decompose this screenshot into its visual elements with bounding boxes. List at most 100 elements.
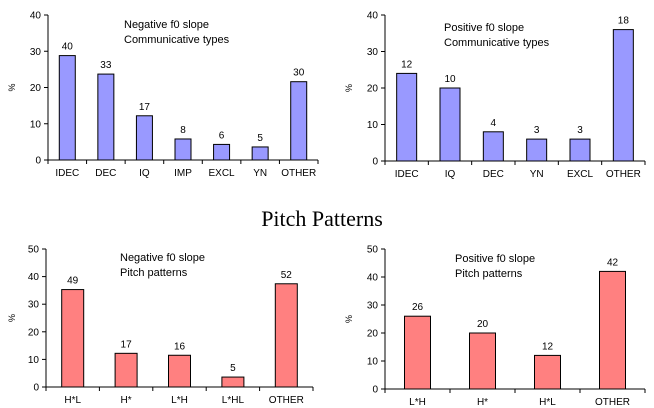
bar (114, 352, 138, 388)
data-label: 12 (542, 341, 554, 352)
category-label: YN (253, 168, 267, 179)
category-label: IMP (174, 168, 192, 179)
bar (97, 73, 115, 161)
y-tick-label: 50 (367, 245, 379, 256)
category-label: DEC (483, 169, 504, 180)
chart-annotation: Communicative types (124, 34, 230, 46)
y-axis-label: % (344, 315, 354, 323)
bar (168, 354, 191, 388)
y-tick-label: 40 (367, 273, 379, 284)
y-tick-label: 10 (28, 355, 40, 366)
chart-annotation: Pitch patterns (120, 267, 188, 279)
y-axis-label: % (7, 314, 17, 322)
data-label: 40 (62, 42, 74, 53)
y-tick-label: 30 (28, 300, 40, 311)
bar (213, 143, 231, 161)
data-label: 42 (607, 257, 619, 268)
data-label: 5 (230, 363, 236, 374)
category-label: IQ (139, 168, 150, 179)
y-tick-label: 30 (30, 47, 42, 58)
y-tick-label: 40 (28, 272, 40, 283)
y-tick-label: 20 (367, 329, 379, 340)
bar (221, 376, 245, 388)
category-label: H* (121, 395, 132, 406)
data-label: 4 (491, 118, 497, 129)
section-title: Pitch Patterns (261, 206, 383, 231)
y-tick-label: 30 (367, 47, 379, 58)
data-label: 10 (444, 74, 456, 85)
data-label: 8 (180, 125, 186, 136)
data-label: 52 (281, 270, 293, 281)
data-label: 5 (257, 133, 263, 144)
data-label: 12 (401, 59, 413, 70)
category-label: H*L (64, 395, 81, 406)
data-label: 33 (100, 60, 112, 71)
category-label: IDEC (55, 168, 79, 179)
y-tick-label: 0 (35, 156, 41, 167)
bar (534, 354, 561, 390)
category-label: H* (477, 397, 488, 408)
bar (174, 138, 192, 161)
y-tick-label: 20 (367, 84, 379, 95)
y-tick-label: 0 (372, 157, 378, 168)
bar (58, 55, 76, 161)
bar (251, 146, 269, 161)
y-tick-label: 10 (367, 357, 379, 368)
bar (274, 283, 298, 388)
data-label: 3 (534, 125, 540, 136)
category-label: OTHER (606, 169, 641, 180)
y-tick-label: 20 (30, 83, 42, 94)
chart-annotation: Communicative types (444, 37, 550, 49)
y-tick-label: 10 (367, 120, 379, 131)
data-label: 20 (477, 319, 489, 330)
category-label: IQ (445, 169, 456, 180)
bar (469, 332, 496, 390)
y-tick-label: 10 (30, 119, 42, 130)
y-tick-label: 30 (367, 301, 379, 312)
category-label: YN (530, 169, 544, 180)
bar (396, 72, 418, 162)
bar (439, 87, 461, 162)
data-label: 49 (67, 276, 79, 287)
bar (482, 131, 504, 162)
y-tick-label: 0 (372, 385, 378, 396)
bar (599, 270, 626, 390)
bar (404, 315, 431, 390)
data-label: 16 (174, 341, 186, 352)
bar (135, 115, 153, 161)
data-label: 30 (293, 68, 305, 79)
bar (61, 289, 85, 388)
y-tick-label: 40 (367, 11, 379, 22)
y-tick-label: 40 (30, 11, 42, 22)
category-label: OTHER (269, 395, 304, 406)
chart-annotation: Pitch patterns (455, 268, 523, 280)
category-label: DEC (95, 168, 116, 179)
category-label: L*H (171, 395, 188, 406)
data-label: 26 (412, 302, 424, 313)
category-label: EXCL (567, 169, 594, 180)
bar (290, 81, 308, 161)
y-tick-label: 20 (28, 327, 40, 338)
category-label: EXCL (209, 168, 236, 179)
category-label: H*L (539, 397, 556, 408)
data-label: 6 (219, 130, 225, 141)
category-label: L*HL (222, 395, 245, 406)
bar (569, 138, 591, 162)
chart-annotation: Negative f0 slope (120, 252, 205, 264)
category-label: OTHER (281, 168, 316, 179)
y-axis-label: % (7, 83, 17, 91)
data-label: 17 (139, 102, 151, 113)
chart-annotation: Positive f0 slope (455, 253, 535, 265)
category-label: OTHER (595, 397, 630, 408)
data-label: 3 (577, 125, 583, 136)
category-label: IDEC (395, 169, 419, 180)
y-tick-label: 0 (33, 383, 39, 394)
y-axis-label: % (344, 84, 354, 92)
y-tick-label: 50 (28, 245, 40, 256)
bar (612, 29, 634, 162)
chart-annotation: Positive f0 slope (444, 22, 524, 34)
data-label: 17 (121, 339, 133, 350)
data-label: 18 (618, 16, 630, 27)
category-label: L*H (409, 397, 426, 408)
